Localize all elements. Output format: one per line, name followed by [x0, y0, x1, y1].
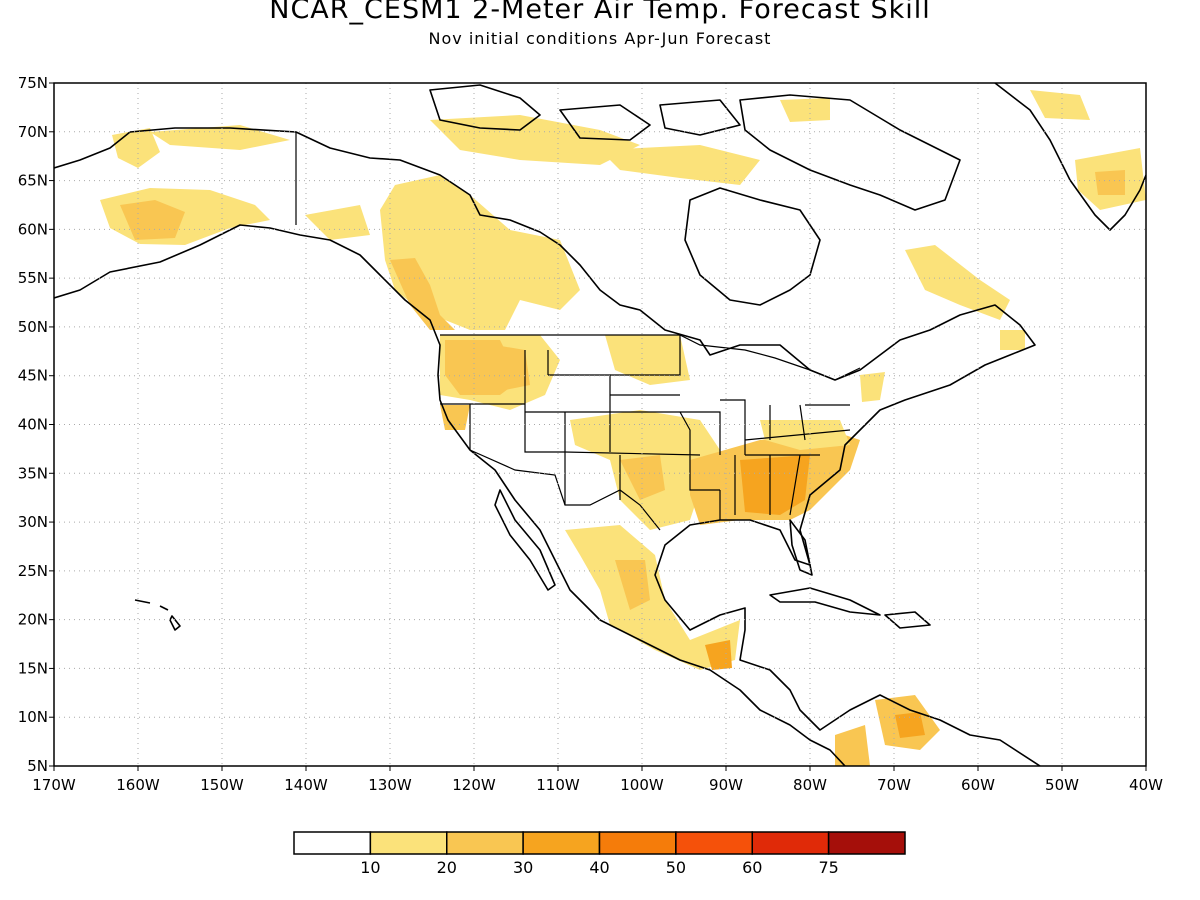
lon-tick-label: 110W	[536, 776, 580, 794]
border-states-east	[719, 399, 851, 520]
lat-tick-label: 15N	[18, 659, 48, 677]
lon-tick-label: 50W	[1045, 776, 1079, 794]
lat-tick-label: 40N	[18, 416, 48, 434]
political-borders	[295, 132, 861, 531]
lat-tick-label: 45N	[18, 367, 48, 385]
colorbar-label: 40	[589, 858, 609, 877]
colorbar-bin	[751, 831, 830, 855]
lon-tick-label: 140W	[284, 776, 328, 794]
lon-tick-label: 170W	[32, 776, 76, 794]
skill-area-venezuela-core	[895, 712, 925, 738]
skill-area-yukon	[305, 205, 370, 240]
skill-area-baffin	[780, 98, 830, 122]
coastline-baffin	[739, 94, 961, 211]
colorbar-label: 75	[818, 858, 838, 877]
lon-tick-label: 90W	[709, 776, 743, 794]
lat-tick-label: 75N	[18, 74, 48, 92]
coastline-pacific	[54, 224, 846, 766]
colorbar-bin	[827, 831, 906, 855]
gridlines	[54, 83, 1146, 766]
colorbar-bin	[446, 831, 524, 855]
skill-shading	[100, 90, 1146, 766]
colorbar-bin	[598, 831, 677, 855]
lon-tick-label: 40W	[1129, 776, 1163, 794]
skill-area-plains-north	[605, 335, 690, 385]
skill-area-alaska-core	[120, 200, 185, 240]
skill-area-mexico	[565, 525, 740, 670]
colorbar: 10 20 30 40 50 60 75	[293, 831, 906, 877]
lat-tick-label: 5N	[27, 757, 48, 775]
colorbar-label: 30	[513, 858, 533, 877]
coastline-cuba	[769, 587, 881, 616]
skill-area-mexico-core	[615, 560, 650, 610]
lat-tick-label: 70N	[18, 123, 48, 141]
skill-area-bc-coast	[390, 258, 455, 330]
skill-area-guatemala	[705, 640, 732, 670]
coastlines	[54, 83, 1146, 766]
skill-area-carolinas	[760, 420, 850, 450]
skill-area-arctic-coast	[150, 125, 290, 150]
skill-area-greenland-north	[1030, 90, 1090, 120]
skill-area-northeast	[860, 372, 885, 402]
coastline-hispaniola	[884, 611, 931, 629]
lat-tick-label: 25N	[18, 562, 48, 580]
map-title: NCAR_CESM1 2-Meter Air Temp. Forecast Sk…	[269, 0, 931, 25]
skill-area-california-north	[440, 405, 470, 430]
map-subtitle: Nov initial conditions Apr-Jun Forecast	[428, 29, 772, 48]
skill-area-alaska-north	[112, 128, 160, 168]
colorbar-label: 50	[666, 858, 686, 877]
lat-tick-label: 60N	[18, 220, 48, 238]
coastline-florida	[789, 519, 813, 576]
skill-area-labrador	[905, 245, 1010, 320]
colorbar-bin	[369, 831, 448, 855]
lon-tick-label: 120W	[452, 776, 496, 794]
lon-tick-label: 60W	[961, 776, 995, 794]
latitude-axis: 5N 10N 15N 20N 25N 30N 35N 40N 45N 50N 55N 60N 65N 70…	[18, 74, 54, 775]
colorbar-label: 20	[437, 858, 457, 877]
coastline-arctic-islands	[429, 84, 741, 141]
coastline-hudson-bay	[684, 187, 821, 306]
colorbar-bin	[522, 831, 601, 855]
colorbar-bin	[675, 831, 753, 855]
lat-tick-label: 30N	[18, 513, 48, 531]
colorbar-label: 60	[742, 858, 762, 877]
lon-tick-label: 150W	[200, 776, 244, 794]
skill-area-arctic-east	[600, 145, 760, 185]
lat-tick-label: 50N	[18, 318, 48, 336]
skill-area-colombia	[835, 725, 870, 766]
lon-tick-label: 80W	[793, 776, 827, 794]
lon-tick-label: 130W	[368, 776, 412, 794]
lat-tick-label: 35N	[18, 464, 48, 482]
border-us-mexico	[469, 449, 661, 531]
border-us-canada	[440, 334, 861, 381]
coastline-hawaii	[134, 599, 181, 631]
coastline-greenland	[994, 83, 1146, 231]
skill-area-texas-core	[620, 455, 665, 500]
lon-tick-label: 70W	[877, 776, 911, 794]
border-states-central	[564, 335, 721, 500]
longitude-axis: 170W 160W 150W 140W 130W 120W 110W 100W 90W 80W 70…	[32, 766, 1163, 794]
border-states-west	[440, 350, 611, 505]
lat-tick-label: 55N	[18, 269, 48, 287]
lon-tick-label: 160W	[116, 776, 160, 794]
skill-area-greenland-core	[1095, 170, 1125, 195]
lat-tick-label: 20N	[18, 611, 48, 629]
skill-area-idaho	[495, 345, 530, 390]
lat-tick-label: 65N	[18, 172, 48, 190]
skill-area-newfoundland	[1000, 330, 1025, 350]
lon-tick-label: 100W	[620, 776, 664, 794]
coastline-north-america	[54, 127, 1041, 766]
colorbar-label: 10	[360, 858, 380, 877]
lat-tick-label: 10N	[18, 708, 48, 726]
colorbar-bin	[293, 831, 372, 855]
coastline-baja	[494, 489, 556, 591]
